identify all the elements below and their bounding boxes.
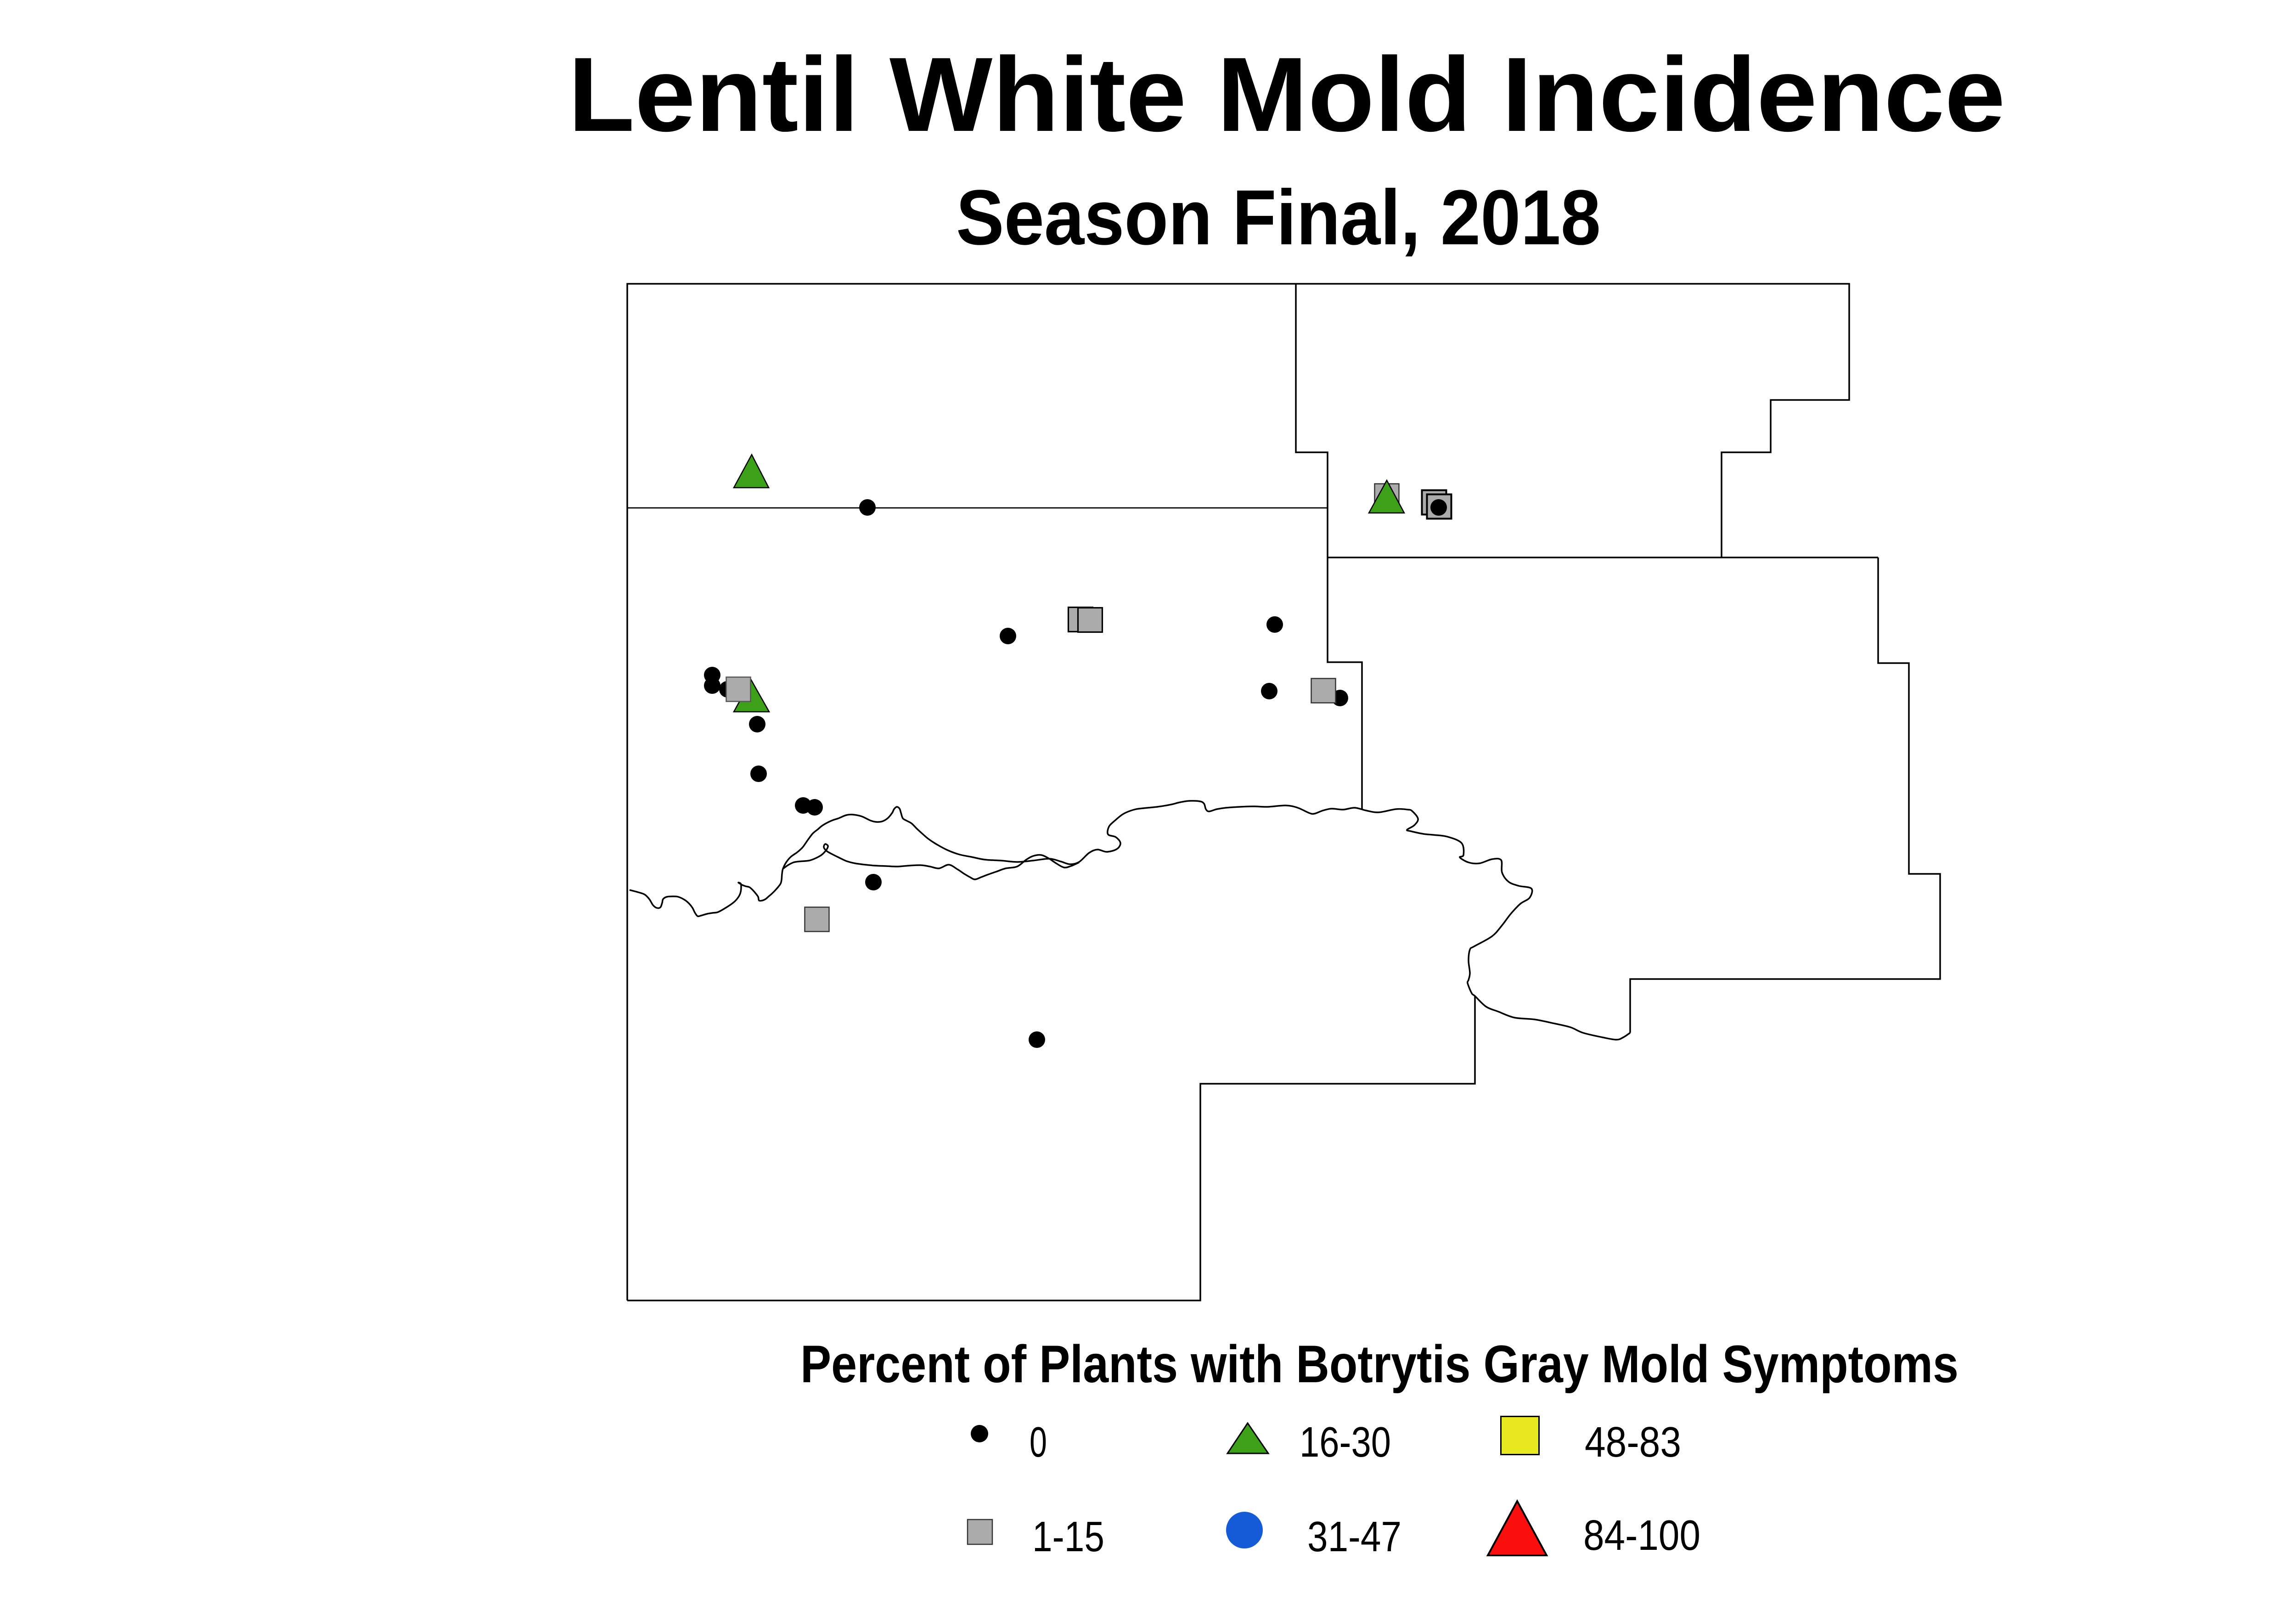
- svg-text:48-83: 48-83: [1585, 1418, 1681, 1466]
- svg-text:Percent of Plants with Botryti: Percent of Plants with Botrytis Gray Mol…: [800, 1335, 1958, 1394]
- svg-text:1-15: 1-15: [1032, 1513, 1104, 1560]
- svg-text:84-100: 84-100: [1583, 1511, 1700, 1559]
- svg-text:Lentil White Mold Incidence: Lentil White Mold Incidence: [568, 35, 2005, 153]
- svg-text:16-30: 16-30: [1300, 1418, 1391, 1466]
- svg-text:Season Final, 2018: Season Final, 2018: [956, 174, 1601, 261]
- svg-text:0: 0: [1030, 1418, 1047, 1466]
- svg-text:31-47: 31-47: [1307, 1513, 1401, 1560]
